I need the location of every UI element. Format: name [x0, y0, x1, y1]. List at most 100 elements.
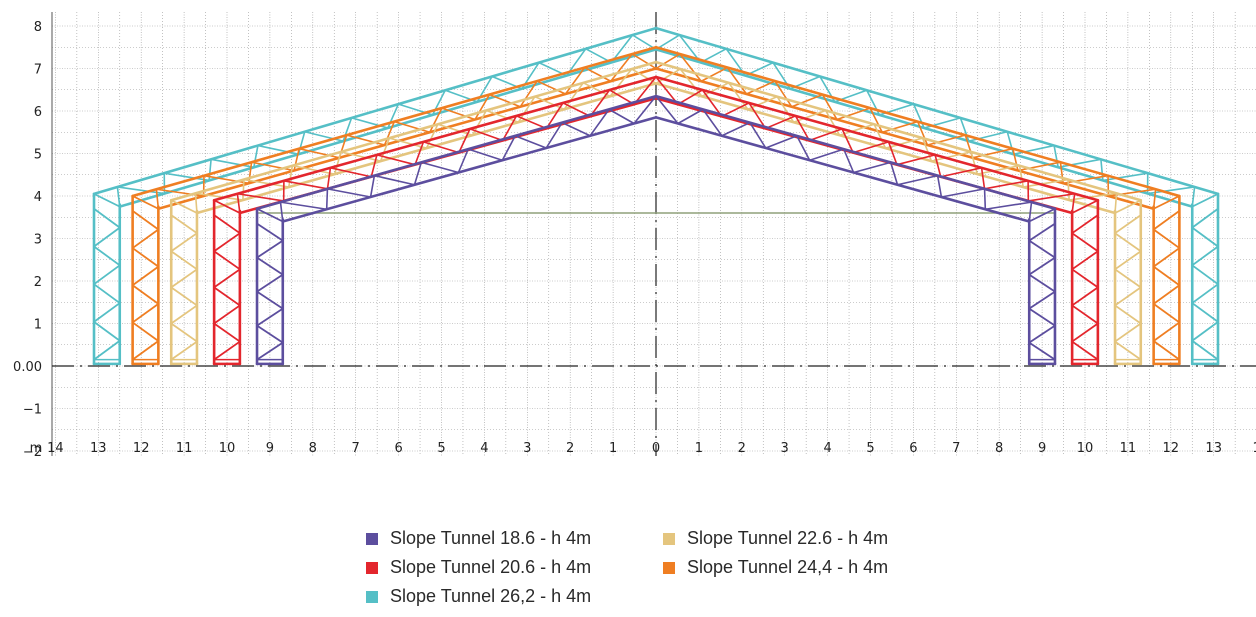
- truss-lacing: [940, 188, 986, 198]
- truss-knee: [256, 207, 284, 223]
- truss-lacing: [984, 201, 1033, 211]
- truss-lacing: [413, 161, 423, 186]
- truss-lacing: [926, 134, 967, 146]
- x-tick-label: 9: [266, 441, 274, 456]
- truss-lacing: [253, 144, 259, 169]
- truss-top-chord: [92, 26, 658, 196]
- truss-lacing: [677, 108, 704, 125]
- truss-lacing: [116, 186, 121, 208]
- truss-lacing: [256, 290, 284, 310]
- truss-lacing: [131, 302, 160, 324]
- truss-bottom-chord: [157, 67, 658, 211]
- truss-lacing: [1071, 340, 1099, 361]
- truss-lacing: [1071, 322, 1099, 343]
- truss-lacing: [655, 34, 681, 51]
- truss-lacing: [441, 107, 476, 121]
- truss-lacing: [852, 161, 892, 174]
- y-tick-label: 0.00: [13, 360, 42, 375]
- truss-lacing: [93, 207, 121, 229]
- truss-lacing: [1191, 339, 1219, 361]
- y-tick-label: 4: [34, 190, 42, 205]
- legend-swatch: [366, 561, 378, 574]
- truss-frame: [169, 60, 1143, 366]
- truss-lacing: [869, 107, 884, 134]
- legend-item: Slope Tunnel 18.6 - h 4m: [366, 528, 591, 549]
- truss-lacing: [983, 179, 1029, 190]
- truss-lacing: [1152, 302, 1181, 324]
- truss-lacing: [1114, 214, 1142, 235]
- truss-lacing: [213, 250, 241, 271]
- truss-lacing: [1028, 273, 1056, 293]
- truss-lacing: [1028, 256, 1056, 276]
- truss-knee: [1191, 192, 1219, 208]
- x-tick-label: 8: [995, 441, 1003, 456]
- truss-lacing: [1191, 302, 1219, 323]
- truss-lacing: [256, 341, 284, 361]
- truss-lacing: [170, 286, 198, 307]
- x-tick-label: 0: [652, 441, 660, 456]
- truss-lacing: [545, 121, 563, 149]
- truss-lacing: [764, 135, 798, 149]
- legend-label: Slope Tunnel 24,4 - h 4m: [687, 557, 889, 577]
- truss-lacing: [210, 158, 255, 169]
- truss-bottom-chord: [654, 116, 1031, 223]
- legend-label: Slope Tunnel 18.6 - h 4m: [390, 528, 592, 548]
- truss-lacing: [702, 108, 723, 137]
- truss-lacing: [213, 232, 241, 253]
- truss-lacing: [677, 89, 704, 106]
- x-tick-label: 1: [609, 441, 617, 456]
- truss-lacing: [256, 222, 284, 242]
- truss-lacing: [792, 109, 827, 124]
- truss-lacing: [170, 340, 198, 361]
- truss-lacing: [428, 107, 443, 134]
- x-tick-label: 6: [909, 441, 917, 456]
- truss-top-chord: [212, 75, 658, 202]
- truss-lacing: [887, 141, 898, 166]
- truss-lacing: [774, 80, 793, 108]
- truss-lacing: [749, 121, 767, 149]
- truss-lacing: [213, 214, 241, 235]
- x-tick-label: 5: [866, 441, 874, 456]
- truss-lacing: [631, 53, 657, 70]
- truss-lacing: [485, 109, 520, 124]
- truss-lacing: [467, 148, 504, 162]
- truss-lacing: [1114, 304, 1142, 325]
- legend-item: Slope Tunnel 24,4 - h 4m: [663, 557, 888, 578]
- truss-lacing: [873, 123, 887, 149]
- truss-lacing: [488, 93, 522, 108]
- truss-lacing: [342, 117, 353, 142]
- truss-lacing: [633, 76, 657, 106]
- truss-lacing: [1018, 164, 1025, 188]
- truss-lacing: [921, 137, 933, 162]
- truss-lacing: [589, 108, 610, 137]
- truss-lacing: [745, 80, 776, 95]
- truss-lacing: [959, 117, 970, 142]
- truss-lacing: [589, 89, 611, 118]
- truss-lacing: [93, 321, 121, 342]
- truss-lacing: [764, 115, 797, 130]
- x-tick-label: 3: [523, 441, 531, 456]
- truss-lacing: [564, 66, 586, 95]
- truss-lacing: [821, 93, 838, 121]
- truss-lacing: [1191, 321, 1219, 342]
- truss-lacing: [609, 53, 634, 83]
- x-tick-label: 4: [823, 441, 831, 456]
- x-tick-label: 6: [394, 441, 402, 456]
- x-tick-label: 3: [781, 441, 789, 456]
- truss-lacing: [383, 120, 396, 146]
- y-tick-label: 7: [34, 63, 42, 78]
- truss-lacing: [1017, 161, 1062, 172]
- truss-lacing: [425, 123, 439, 149]
- axis-lines: [52, 12, 1256, 456]
- truss-lacing: [1102, 172, 1149, 182]
- truss-lacing: [1022, 178, 1069, 188]
- truss-top-chord: [654, 94, 1057, 211]
- truss-lacing: [1152, 228, 1181, 249]
- truss-lacing: [1028, 290, 1056, 310]
- truss-lacing: [345, 134, 386, 146]
- truss-lacing: [369, 174, 376, 198]
- truss-lacing: [1071, 192, 1076, 214]
- x-tick-label: 14: [47, 441, 64, 456]
- truss-knee: [131, 195, 160, 210]
- legend: Slope Tunnel 18.6 - h 4m Slope Tunnel 20.…: [366, 528, 966, 614]
